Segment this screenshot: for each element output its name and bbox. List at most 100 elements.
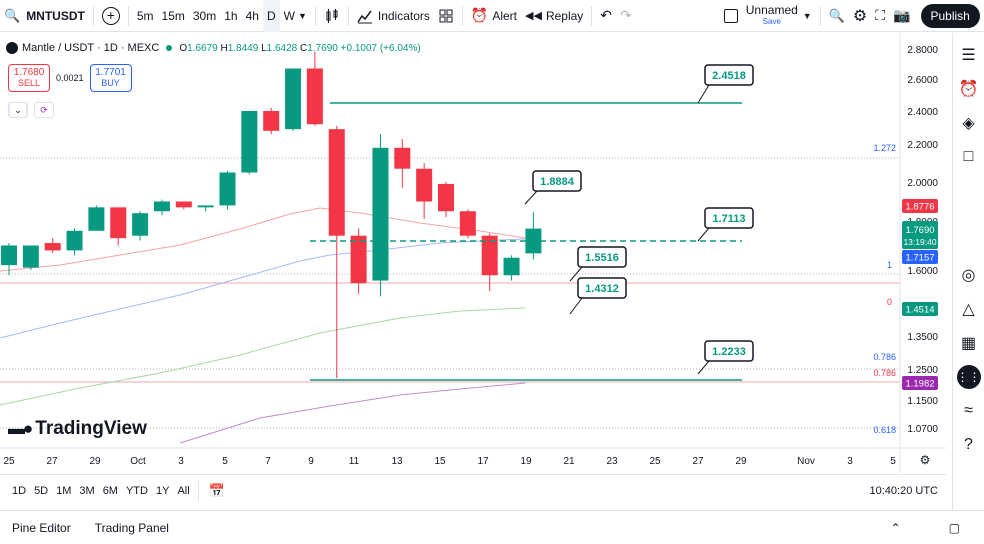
candle-body <box>416 168 433 202</box>
alert-button[interactable]: ⏰ Alert <box>467 0 521 32</box>
broadcast-button[interactable]: ≈ <box>957 399 981 423</box>
brand-name: TradingView <box>35 418 147 439</box>
sell-button[interactable]: 1.7680 SELL <box>8 64 50 92</box>
range-1m[interactable]: 1M <box>56 484 72 497</box>
price-chart[interactable]: 2.4518 1.8884 1.7113 1.5516 1.4312 1.2233 2.80… <box>0 33 946 473</box>
divider <box>347 5 349 26</box>
pine-button[interactable]: △ <box>957 297 981 321</box>
chart-type-button[interactable] <box>320 0 344 32</box>
fib-label: 1.272 <box>873 143 896 153</box>
interval-1h[interactable]: 1h <box>220 0 241 32</box>
price-tick-label: 2.0000 <box>907 178 938 189</box>
range-ytd[interactable]: YTD <box>125 484 148 497</box>
utc-clock[interactable]: 10:40:20 UTC <box>869 484 938 497</box>
ma-green-tag-bg <box>902 302 938 316</box>
expand-panel-button[interactable]: ⌃ <box>867 521 925 535</box>
range-1d[interactable]: 1D <box>12 484 27 497</box>
buy-button[interactable]: 1.7701 BUY <box>89 64 132 92</box>
fib-label: 0.786 <box>873 352 896 362</box>
divider <box>197 480 199 501</box>
callout-pointer <box>569 266 583 282</box>
watchlist-button[interactable]: ☰ <box>957 43 981 67</box>
range-1y[interactable]: 1Y <box>155 484 170 497</box>
ohlc-values: O1.6679 H1.8449 L1.6428 C1.7690 +0.1007 … <box>179 43 420 54</box>
sell-label: SELL <box>17 78 41 88</box>
interval-4h[interactable]: 4h <box>242 0 263 32</box>
callout-pointer <box>697 360 710 375</box>
layout-checkbox[interactable] <box>720 0 742 32</box>
candle-body <box>350 235 367 284</box>
chat-button[interactable]: □ <box>957 145 981 169</box>
indicators-button[interactable]: Indicators <box>353 0 434 32</box>
callout-label: 1.4312 <box>585 283 619 295</box>
top-toolbar: 🔍 MNTUSDT + 5m 15m 30m 1h 4h D W ▼ Indica… <box>0 0 984 32</box>
candle-body <box>197 205 214 208</box>
quick-search-button[interactable]: 🔍 <box>825 0 849 32</box>
redo-button[interactable]: ↷ <box>616 0 636 32</box>
alerts-button[interactable]: ⏰ <box>957 77 981 101</box>
range-all[interactable]: All <box>177 484 190 497</box>
calendar-button[interactable]: ▦ <box>957 331 981 355</box>
list-icon: ☰ <box>961 47 976 64</box>
interval-d[interactable]: D <box>262 0 280 32</box>
range-6m[interactable]: 6M <box>102 484 118 497</box>
replay-label: Replay <box>545 8 584 23</box>
candle-body <box>394 147 411 169</box>
candle-body <box>459 211 476 236</box>
maximize-panel-button[interactable]: ▢ <box>925 521 984 535</box>
help-button[interactable]: ? <box>957 433 981 457</box>
snapshot-button[interactable]: 📷 <box>889 0 914 32</box>
trade-buttons: 1.7680 SELL 0.0021 1.7701 BUY <box>8 64 132 92</box>
fib-label: 1 <box>887 260 892 270</box>
refresh-button[interactable]: ⟳ <box>34 102 54 118</box>
chart-pane[interactable]: 2.4518 1.8884 1.7113 1.5516 1.4312 1.2233 2.80… <box>0 33 946 473</box>
templates-button[interactable] <box>434 0 458 32</box>
settings-button[interactable]: ⚙ <box>849 0 871 32</box>
date-tick-label: 13 <box>391 456 403 467</box>
price-tick-label: 1.1500 <box>907 396 938 407</box>
ma-purple-line <box>179 382 526 444</box>
go-to-date-button[interactable]: 📅 <box>203 483 231 499</box>
publish-button[interactable]: Publish <box>920 3 980 28</box>
candle-body <box>66 230 83 251</box>
divider <box>461 5 463 26</box>
candle-body <box>22 245 39 268</box>
candle-body <box>175 201 192 208</box>
interval-w[interactable]: W ▼ <box>280 0 311 32</box>
divider <box>819 5 821 26</box>
date-tick-label: 29 <box>735 456 747 467</box>
ideas-button[interactable]: ◎ <box>957 263 981 287</box>
checkbox-icon <box>723 8 738 23</box>
undo-button[interactable]: ↶ <box>596 0 616 32</box>
range-5d[interactable]: 5D <box>34 484 49 497</box>
date-tick-label: 19 <box>520 456 532 467</box>
high-value: 1.8449 <box>227 42 259 54</box>
date-tick-label: 27 <box>46 456 58 467</box>
candle-body <box>219 172 236 206</box>
interval-5m[interactable]: 5m <box>133 0 158 32</box>
dots-grid-icon: ⋮⋮ <box>956 370 981 384</box>
callout-box <box>704 207 754 229</box>
layout-menu[interactable]: Unnamed Save ▼ <box>742 0 816 32</box>
pine-editor-tab[interactable]: Pine Editor <box>12 520 71 535</box>
trading-panel-tab[interactable]: Trading Panel <box>94 520 169 535</box>
interval-30m[interactable]: 30m <box>189 0 220 32</box>
candle-body <box>285 68 302 130</box>
range-3m[interactable]: 3M <box>79 484 95 497</box>
buy-price: 1.7701 <box>95 67 126 78</box>
compare-button[interactable]: + <box>98 0 124 32</box>
replay-button[interactable]: ◀◀ Replay <box>521 0 587 32</box>
axis-settings-icon: ⚙ <box>920 453 931 467</box>
fullscreen-button[interactable]: ⛶ <box>871 0 889 32</box>
price-tick-label: 2.6000 <box>907 75 938 86</box>
candle-body <box>153 201 170 212</box>
interval-15m[interactable]: 15m <box>158 0 189 32</box>
object-tree-button[interactable]: ◈ <box>957 111 981 135</box>
date-tick-label: 5 <box>890 456 896 467</box>
symbol-search[interactable]: 🔍 MNTUSDT <box>0 0 89 32</box>
collapse-legend-button[interactable]: ⌄ <box>8 102 28 118</box>
candle-body <box>438 183 454 212</box>
more-apps-button[interactable]: ⋮⋮ <box>956 365 981 389</box>
maximize-icon: ▢ <box>948 520 960 535</box>
date-tick-label: Nov <box>797 456 815 467</box>
